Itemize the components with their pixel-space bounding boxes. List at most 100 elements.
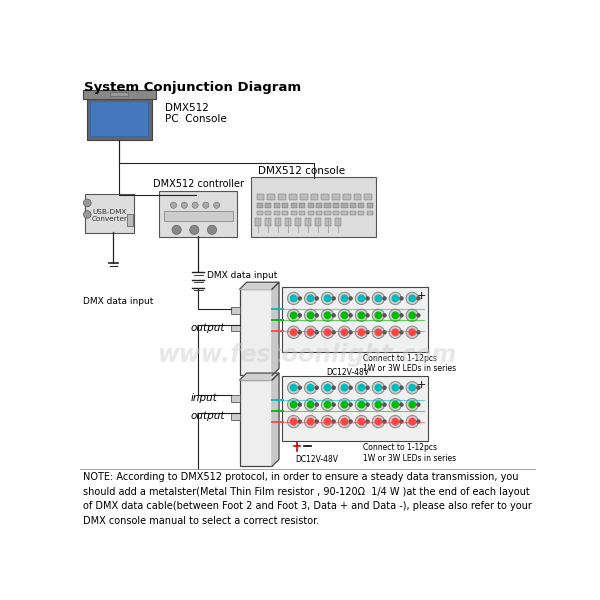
Circle shape bbox=[208, 225, 217, 235]
Circle shape bbox=[214, 202, 220, 208]
FancyBboxPatch shape bbox=[231, 307, 240, 314]
FancyBboxPatch shape bbox=[231, 325, 240, 331]
Circle shape bbox=[290, 384, 298, 392]
FancyBboxPatch shape bbox=[325, 211, 331, 215]
FancyBboxPatch shape bbox=[311, 194, 318, 200]
FancyBboxPatch shape bbox=[257, 194, 265, 200]
Circle shape bbox=[322, 415, 334, 428]
Circle shape bbox=[298, 420, 301, 423]
FancyBboxPatch shape bbox=[358, 211, 364, 215]
FancyBboxPatch shape bbox=[333, 203, 339, 208]
FancyBboxPatch shape bbox=[308, 203, 314, 208]
FancyBboxPatch shape bbox=[300, 194, 308, 200]
Circle shape bbox=[298, 297, 301, 300]
Text: DMX512
PC  Console: DMX512 PC Console bbox=[165, 103, 227, 124]
Circle shape bbox=[170, 202, 176, 208]
FancyBboxPatch shape bbox=[325, 203, 331, 208]
Circle shape bbox=[338, 398, 350, 411]
FancyBboxPatch shape bbox=[85, 194, 134, 233]
FancyBboxPatch shape bbox=[367, 203, 373, 208]
Circle shape bbox=[366, 403, 369, 406]
Circle shape bbox=[400, 403, 403, 406]
Circle shape bbox=[307, 311, 314, 319]
Circle shape bbox=[341, 311, 349, 319]
Circle shape bbox=[323, 384, 331, 392]
Circle shape bbox=[315, 420, 318, 423]
FancyBboxPatch shape bbox=[341, 203, 347, 208]
Circle shape bbox=[192, 202, 198, 208]
Circle shape bbox=[287, 309, 300, 322]
FancyBboxPatch shape bbox=[333, 211, 339, 215]
FancyBboxPatch shape bbox=[316, 203, 322, 208]
Circle shape bbox=[322, 309, 334, 322]
FancyBboxPatch shape bbox=[257, 203, 263, 208]
Text: System Conjunction Diagram: System Conjunction Diagram bbox=[84, 81, 301, 94]
Text: DMX512 controller: DMX512 controller bbox=[152, 179, 244, 189]
FancyBboxPatch shape bbox=[83, 91, 156, 99]
Circle shape bbox=[322, 326, 334, 338]
Circle shape bbox=[372, 292, 385, 305]
Circle shape bbox=[366, 297, 369, 300]
Circle shape bbox=[409, 418, 416, 425]
FancyBboxPatch shape bbox=[265, 218, 271, 226]
Circle shape bbox=[358, 311, 365, 319]
Circle shape bbox=[290, 418, 298, 425]
Circle shape bbox=[366, 314, 369, 317]
Text: output: output bbox=[190, 411, 225, 421]
Circle shape bbox=[338, 309, 350, 322]
FancyBboxPatch shape bbox=[282, 287, 428, 352]
Circle shape bbox=[203, 202, 209, 208]
Circle shape bbox=[389, 292, 401, 305]
FancyBboxPatch shape bbox=[275, 218, 281, 226]
Polygon shape bbox=[272, 373, 279, 466]
FancyBboxPatch shape bbox=[274, 211, 280, 215]
Circle shape bbox=[400, 331, 403, 334]
Circle shape bbox=[400, 297, 403, 300]
Circle shape bbox=[358, 328, 365, 336]
Circle shape bbox=[391, 295, 399, 302]
Polygon shape bbox=[272, 282, 279, 376]
Circle shape bbox=[374, 295, 382, 302]
Circle shape bbox=[383, 314, 386, 317]
Circle shape bbox=[172, 225, 181, 235]
Circle shape bbox=[290, 328, 298, 336]
FancyBboxPatch shape bbox=[290, 203, 297, 208]
Circle shape bbox=[406, 292, 418, 305]
Text: input: input bbox=[190, 394, 217, 403]
Circle shape bbox=[389, 326, 401, 338]
FancyBboxPatch shape bbox=[240, 380, 272, 466]
Circle shape bbox=[298, 386, 301, 389]
Circle shape bbox=[332, 297, 335, 300]
Circle shape bbox=[307, 295, 314, 302]
Circle shape bbox=[406, 382, 418, 394]
FancyBboxPatch shape bbox=[315, 218, 322, 226]
FancyBboxPatch shape bbox=[265, 203, 271, 208]
Circle shape bbox=[304, 382, 317, 394]
FancyBboxPatch shape bbox=[325, 218, 331, 226]
Circle shape bbox=[83, 199, 91, 207]
Circle shape bbox=[332, 386, 335, 389]
Circle shape bbox=[372, 309, 385, 322]
Circle shape bbox=[190, 225, 199, 235]
Circle shape bbox=[323, 401, 331, 409]
Circle shape bbox=[290, 401, 298, 409]
Circle shape bbox=[322, 292, 334, 305]
Circle shape bbox=[349, 314, 352, 317]
Circle shape bbox=[287, 398, 300, 411]
Circle shape bbox=[341, 328, 349, 336]
Circle shape bbox=[304, 292, 317, 305]
Circle shape bbox=[287, 326, 300, 338]
Circle shape bbox=[389, 415, 401, 428]
Circle shape bbox=[298, 403, 301, 406]
Text: Connect to 1-12pcs
1W or 3W LEDs in series: Connect to 1-12pcs 1W or 3W LEDs in seri… bbox=[363, 354, 456, 373]
FancyBboxPatch shape bbox=[299, 211, 305, 215]
Circle shape bbox=[315, 314, 318, 317]
Circle shape bbox=[358, 418, 365, 425]
Circle shape bbox=[406, 309, 418, 322]
Circle shape bbox=[391, 418, 399, 425]
Circle shape bbox=[409, 401, 416, 409]
Circle shape bbox=[391, 311, 399, 319]
Circle shape bbox=[374, 418, 382, 425]
Text: DMX data input: DMX data input bbox=[83, 297, 153, 306]
FancyBboxPatch shape bbox=[343, 194, 350, 200]
